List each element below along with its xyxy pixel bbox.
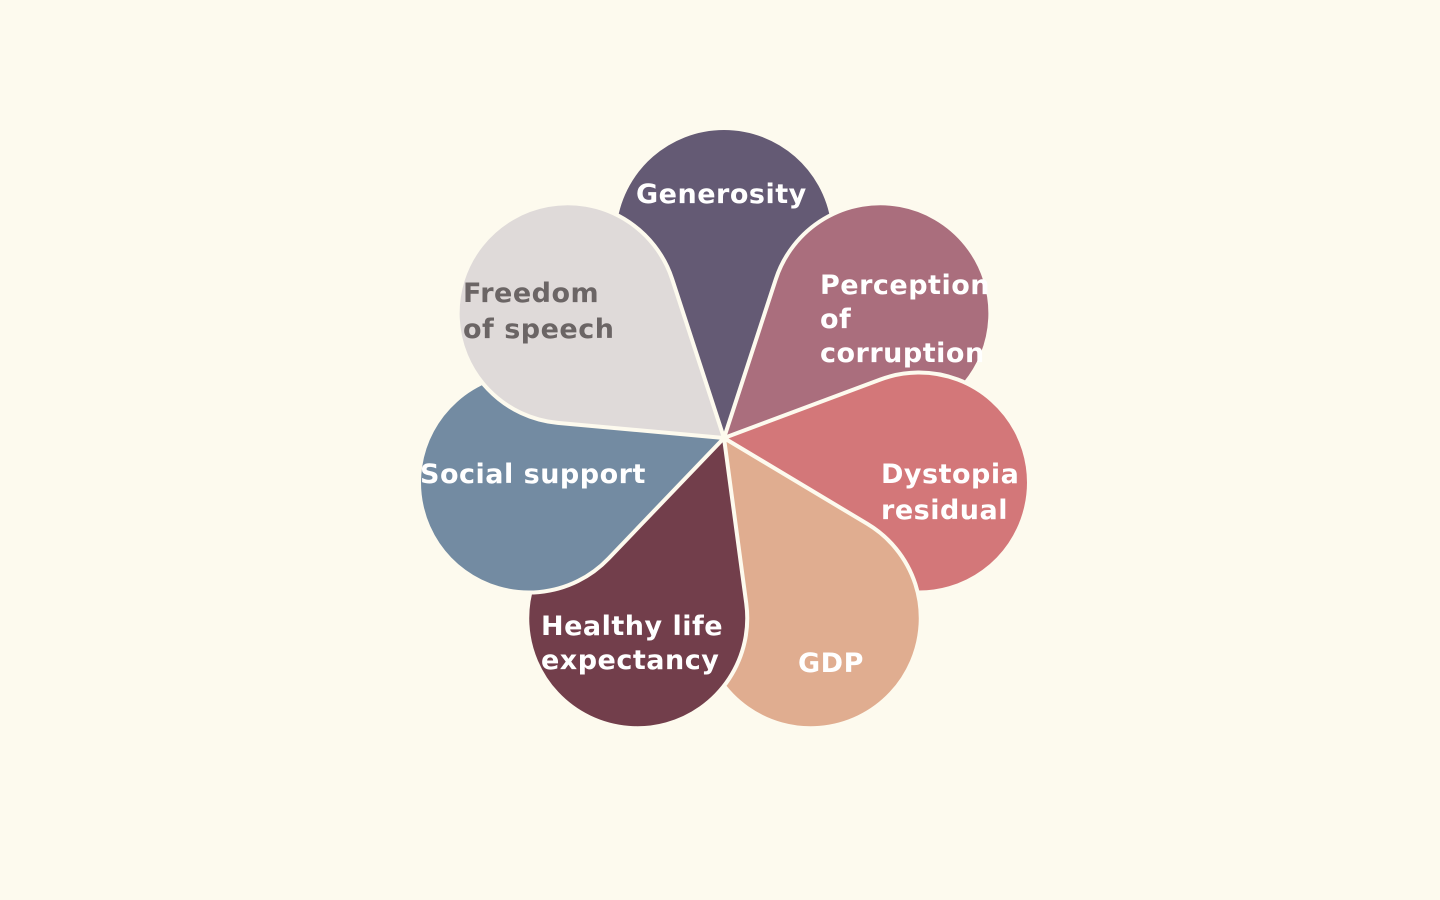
petal-label-line: expectancy bbox=[541, 645, 719, 676]
petal-label-line: residual bbox=[881, 495, 1008, 526]
petal-label-social-support: Social support bbox=[420, 459, 646, 490]
petal-label-line: Generosity bbox=[636, 179, 807, 210]
petal-label-line: corruption bbox=[820, 338, 985, 369]
petal-label-line: Dystopia bbox=[881, 459, 1019, 490]
petal-label-line: Freedom bbox=[463, 278, 599, 309]
petal-label-line: of speech bbox=[463, 314, 614, 345]
petal-label-healthy-life: Healthy life expectancy bbox=[541, 611, 723, 676]
petal-label-freedom-speech: Freedom of speech bbox=[463, 278, 614, 345]
petal-label-gdp: GDP bbox=[798, 648, 864, 679]
petal-label-line: Social support bbox=[420, 459, 646, 490]
petal-label-generosity: Generosity bbox=[636, 179, 807, 210]
petal-label-line: of bbox=[820, 304, 851, 335]
petal-freedom-speech bbox=[455, 201, 726, 440]
petal-label-line: Perception bbox=[820, 270, 990, 301]
petal-label-line: Healthy life bbox=[541, 611, 723, 642]
petal-label-perception-corruption: Perception of corruption bbox=[820, 270, 990, 369]
petal-label-dystopia-residual: Dystopia residual bbox=[881, 459, 1019, 526]
petal-label-line: GDP bbox=[798, 648, 864, 679]
